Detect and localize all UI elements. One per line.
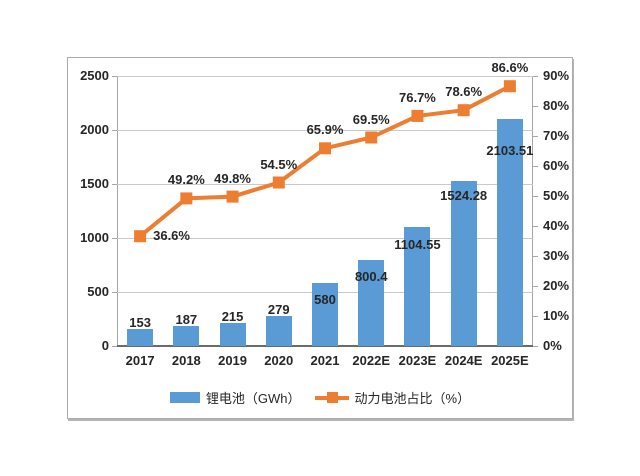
left-axis-tick <box>112 130 117 131</box>
legend-item-line: 动力电池占比（%） <box>314 388 471 407</box>
left-axis-label: 1000 <box>80 230 109 245</box>
x-axis-label: 2023E <box>398 353 437 368</box>
line-point-label: 49.2% <box>167 172 205 188</box>
right-axis-tick <box>533 106 538 107</box>
right-axis-label: 20% <box>543 278 570 293</box>
left-axis-tick <box>112 184 117 185</box>
right-axis-label: 70% <box>543 128 570 143</box>
x-axis-label: 2025E <box>491 353 529 368</box>
gridline <box>117 238 533 239</box>
x-axis-label: 2020 <box>264 353 294 368</box>
right-axis-tick <box>533 196 538 197</box>
bar-series-swatch <box>169 392 200 403</box>
right-axis-label: 50% <box>543 188 570 203</box>
x-axis-label: 2017 <box>125 353 155 368</box>
line-point-label: 86.6% <box>491 60 529 76</box>
right-axis-label: 90% <box>543 68 570 83</box>
chart-frame: 0 500 1000 1500 2000 2500 0% 10% 20% 30% 40% 50% 60%… <box>67 57 573 419</box>
right-axis-label: 60% <box>543 158 570 173</box>
x-axis-label: 2018 <box>171 353 201 368</box>
right-axis-label: 30% <box>543 248 570 263</box>
right-axis-label: 0% <box>543 338 562 353</box>
line-point-label: 76.7% <box>399 89 436 105</box>
right-axis-tick <box>533 346 538 347</box>
x-axis-label: 2024E <box>444 353 483 368</box>
bar <box>127 329 154 346</box>
line-marker <box>134 230 147 243</box>
x-axis-line <box>117 345 533 347</box>
right-axis-line <box>532 76 533 346</box>
line-point-label: 65.9% <box>306 122 344 138</box>
bar-value-label: 1524.28 <box>440 188 488 204</box>
x-axis-label: 2021 <box>310 353 340 368</box>
right-axis-label: 80% <box>543 98 570 113</box>
right-axis-tick <box>533 316 538 317</box>
bar <box>496 118 523 346</box>
line-marker <box>272 176 285 189</box>
line-point-label: 54.5% <box>260 156 298 172</box>
legend-label-bars: 锂电池（GWh） <box>205 391 301 406</box>
trend-line <box>138 84 511 238</box>
chart-legend: 锂电池（GWh） 动力电池占比（%） <box>68 388 572 407</box>
right-axis-tick <box>533 166 538 167</box>
bar <box>219 322 246 346</box>
line-marker <box>226 190 239 203</box>
bar-value-label: 800.4 <box>354 268 388 284</box>
line-swatch-marker <box>326 392 338 403</box>
bar-value-label: 153 <box>129 315 151 331</box>
gridline <box>117 130 533 131</box>
left-axis-line <box>117 76 118 346</box>
line-marker <box>411 109 424 122</box>
x-axis-label: 2022E <box>352 353 391 368</box>
bar-value-label: 1104.55 <box>394 236 441 252</box>
line-series <box>134 80 516 243</box>
bar-value-label: 187 <box>175 311 198 327</box>
bar <box>265 315 292 346</box>
line-marker <box>457 104 470 117</box>
bar-value-label: 2103.51 <box>486 142 534 158</box>
gridline <box>117 184 533 185</box>
legend-label-line: 动力电池占比（%） <box>354 391 471 406</box>
bar-value-label: 279 <box>267 301 290 317</box>
plot-area: 0 500 1000 1500 2000 2500 0% 10% 20% 30% 40% 50% 60%… <box>80 60 569 368</box>
right-axis-tick <box>533 76 538 77</box>
line-marker <box>503 80 516 93</box>
line-point-label: 36.6% <box>153 228 190 244</box>
line-series-swatch <box>314 392 349 403</box>
line-marker <box>365 131 378 144</box>
bar <box>404 226 431 346</box>
bar <box>358 259 385 346</box>
left-axis-tick <box>112 76 117 77</box>
gridline <box>117 76 533 77</box>
bar-value-label: 215 <box>221 308 244 324</box>
line-marker <box>319 142 331 155</box>
left-axis-label: 2000 <box>80 122 109 137</box>
right-axis-label: 10% <box>543 308 570 323</box>
legend-item-bars: 锂电池（GWh） <box>169 388 301 407</box>
line-point-label: 78.6% <box>445 84 483 100</box>
line-point-label: 49.8% <box>214 170 251 186</box>
x-axis-label: 2019 <box>218 353 248 368</box>
right-axis-tick <box>533 256 538 257</box>
bar <box>173 325 200 346</box>
right-axis-tick <box>533 136 538 137</box>
line-point-label: 69.5% <box>352 111 390 127</box>
left-axis-tick <box>112 292 117 293</box>
left-axis-label: 0 <box>101 338 109 353</box>
right-axis-label: 40% <box>543 218 570 233</box>
left-axis-label: 2500 <box>80 68 109 83</box>
left-axis-tick <box>112 238 117 239</box>
left-axis-label: 1500 <box>80 176 109 191</box>
bar-value-label: 580 <box>314 292 336 308</box>
right-axis-tick <box>533 286 538 287</box>
line-marker <box>180 192 193 205</box>
right-axis-tick <box>533 226 538 227</box>
bar <box>450 181 477 346</box>
bar <box>312 283 338 346</box>
left-axis-label: 500 <box>87 284 109 299</box>
left-axis-tick <box>112 346 117 347</box>
